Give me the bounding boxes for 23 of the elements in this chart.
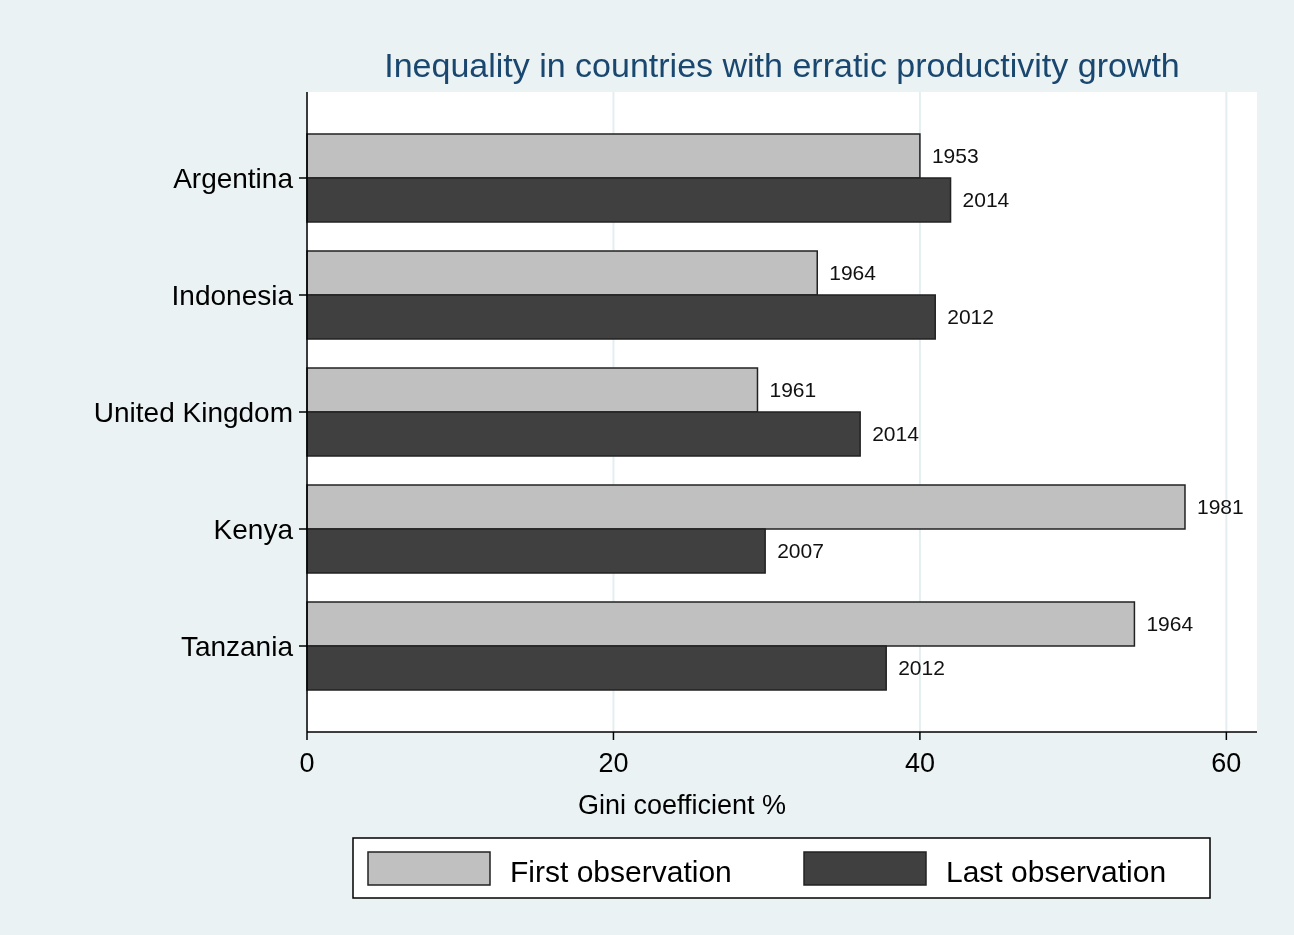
annotation: 2012	[898, 656, 945, 679]
annotation: 1964	[1146, 612, 1194, 635]
y-tick-label: Tanzania	[180, 631, 294, 662]
x-axis-title: Gini coefficient %	[577, 790, 787, 820]
annotation: 2014	[962, 188, 1010, 211]
annotation: 1953	[931, 144, 979, 167]
x-tick-label: 60	[1211, 748, 1242, 778]
annotation: 2012	[947, 305, 994, 328]
y-tick-label: Kenya	[213, 514, 294, 545]
annotation: 2014	[872, 422, 920, 445]
annotation: 1964	[829, 261, 877, 284]
x-tick-label: 20	[598, 748, 629, 778]
annotation: 1981	[1196, 495, 1244, 518]
chart-title: Inequality in countries with erratic productivity growth	[384, 46, 1180, 84]
x-tick-label: 0	[299, 748, 315, 778]
y-tick-label: Argentina	[173, 163, 294, 194]
annotation: 1961	[769, 378, 817, 401]
x-tick-label: 40	[904, 748, 935, 778]
legend-label: First observation	[510, 855, 732, 888]
y-tick-label: United Kingdom	[93, 397, 293, 428]
legend-label: Last observation	[946, 855, 1167, 888]
annotation: 2007	[777, 539, 824, 562]
y-tick-label: Indonesia	[171, 280, 294, 311]
